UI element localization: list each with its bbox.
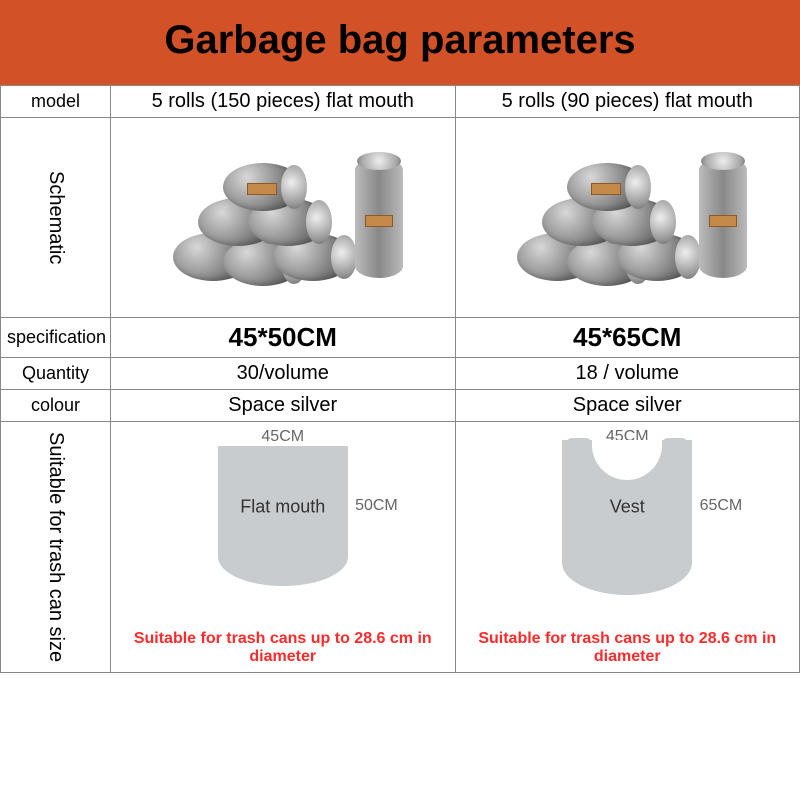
bag-width-label: 45CM <box>261 428 304 446</box>
model-col2: 5 rolls (90 pieces) flat mouth <box>455 86 800 118</box>
row-label-schematic: Schematic <box>1 118 111 318</box>
row-label-model: model <box>1 86 111 118</box>
bag-diagram-vest: 45CM 65CM Vest <box>512 428 742 593</box>
bag-height-label: 50CM <box>355 497 398 515</box>
bag-diagram-flat: 45CM 50CM Flat mouth <box>168 428 398 593</box>
row-label-specification: specification <box>1 318 111 358</box>
colour-col1: Space silver <box>111 390 456 422</box>
suitable-note: Suitable for trash cans up to 28.6 cm in… <box>128 630 437 666</box>
suitable-note: Suitable for trash cans up to 28.6 cm in… <box>473 630 782 666</box>
schematic-col2 <box>455 118 800 318</box>
quantity-col1: 30/volume <box>111 358 456 390</box>
bag-type-label: Vest <box>610 497 645 518</box>
schematic-col1 <box>111 118 456 318</box>
specification-col2: 45*65CM <box>455 318 800 358</box>
model-col1: 5 rolls (150 pieces) flat mouth <box>111 86 456 118</box>
parameters-table: model 5 rolls (150 pieces) flat mouth 5 … <box>0 85 800 673</box>
bag-height-label: 65CM <box>700 497 743 515</box>
rolls-illustration <box>163 143 403 293</box>
row-label-colour: colour <box>1 390 111 422</box>
row-label-quantity: Quantity <box>1 358 111 390</box>
suitable-col2: 45CM 65CM Vest Suitable for trash cans u… <box>455 422 800 673</box>
rolls-illustration <box>507 143 747 293</box>
colour-col2: Space silver <box>455 390 800 422</box>
specification-col1: 45*50CM <box>111 318 456 358</box>
suitable-col1: 45CM 50CM Flat mouth Suitable for trash … <box>111 422 456 673</box>
quantity-col2: 18 / volume <box>455 358 800 390</box>
bag-type-label: Flat mouth <box>240 497 325 518</box>
page-title: Garbage bag parameters <box>0 0 800 85</box>
row-label-suitable: Suitable for trash can size <box>1 422 111 673</box>
